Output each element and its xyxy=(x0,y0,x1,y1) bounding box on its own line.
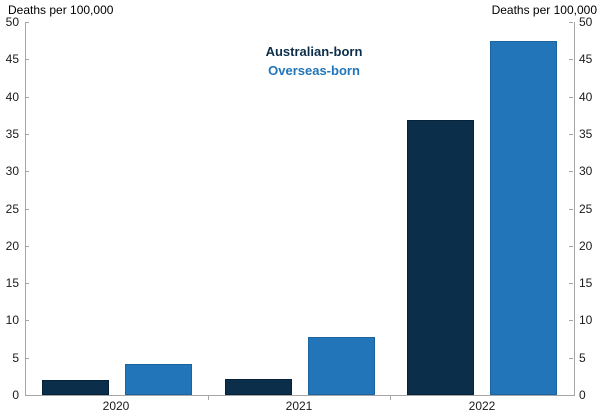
y-axis-tick-mark xyxy=(25,283,29,285)
bar-australian-born-2020 xyxy=(42,380,109,395)
bar-overseas-born-2020 xyxy=(125,364,192,395)
y-axis-tick-label-right: 5 xyxy=(579,350,586,365)
y-axis-tick-mark xyxy=(569,96,573,98)
right-axis-title: Deaths per 100,000 xyxy=(491,3,597,17)
y-axis-tick-mark xyxy=(25,171,29,173)
y-axis-tick-mark xyxy=(569,133,573,135)
y-axis-tick-label-left: 20 xyxy=(5,238,19,253)
bar-australian-born-2021 xyxy=(225,379,292,395)
chart-legend: Australian-born Overseas-born xyxy=(266,42,363,80)
y-axis-tick-mark xyxy=(569,59,573,61)
y-axis-tick-mark xyxy=(25,96,29,98)
x-axis-category-label: 2022 xyxy=(468,399,496,413)
y-axis-tick-label-left: 45 xyxy=(5,52,19,67)
y-axis-tick-mark xyxy=(569,320,573,322)
y-axis-tick-label-right: 30 xyxy=(579,164,593,179)
y-axis-tick-mark xyxy=(569,171,573,173)
y-axis-tick-label-right: 45 xyxy=(579,52,593,67)
y-axis-tick-label-left: 40 xyxy=(5,89,19,104)
y-axis-tick-label-right: 35 xyxy=(579,126,593,141)
y-axis-tick-label-right: 10 xyxy=(579,313,593,328)
y-axis-tick-label-left: 35 xyxy=(5,126,19,141)
y-axis-tick-label-left: 5 xyxy=(12,350,19,365)
x-axis-category-label: 2020 xyxy=(102,399,130,413)
y-axis-tick-mark xyxy=(25,22,29,23)
bar-overseas-born-2021 xyxy=(308,337,375,395)
y-axis-tick-label-right: 50 xyxy=(579,15,593,29)
y-axis-tick-mark xyxy=(25,245,29,247)
y-axis-tick-label-left: 10 xyxy=(5,313,19,328)
y-axis-tick-mark xyxy=(569,245,573,247)
legend-overseas-born: Overseas-born xyxy=(268,63,360,78)
y-axis-tick-mark xyxy=(25,133,29,135)
y-axis-tick-label-left: 15 xyxy=(5,276,19,291)
y-axis-tick-mark xyxy=(25,59,29,61)
y-axis-tick-label-right: 25 xyxy=(579,201,593,216)
y-axis-tick-label-left: 50 xyxy=(5,15,19,29)
x-axis-category-label: 2021 xyxy=(285,399,313,413)
bar-australian-born-2022 xyxy=(407,120,474,395)
y-axis-tick-mark xyxy=(25,208,29,210)
y-axis-tick-label-right: 20 xyxy=(579,238,593,253)
y-axis-tick-label-right: 0 xyxy=(579,388,586,402)
y-axis-tick-label-right: 40 xyxy=(579,89,593,104)
y-axis-tick-label-left: 30 xyxy=(5,164,19,179)
y-axis-tick-label-right: 15 xyxy=(579,276,593,291)
y-axis-tick-mark xyxy=(569,357,573,359)
y-axis-tick-mark xyxy=(25,320,29,322)
bar-overseas-born-2022 xyxy=(490,41,557,395)
left-axis-title: Deaths per 100,000 xyxy=(8,3,114,17)
y-axis-tick-label-left: 25 xyxy=(5,201,19,216)
y-axis-tick-mark xyxy=(569,22,573,23)
y-axis-tick-mark xyxy=(25,357,29,359)
y-axis-tick-mark xyxy=(569,283,573,285)
x-axis-tick-mark xyxy=(207,396,209,400)
legend-australian-born: Australian-born xyxy=(265,44,363,59)
x-axis-tick-mark xyxy=(390,396,392,400)
y-axis-tick-mark xyxy=(569,208,573,210)
y-axis-tick-label-left: 0 xyxy=(12,388,19,402)
